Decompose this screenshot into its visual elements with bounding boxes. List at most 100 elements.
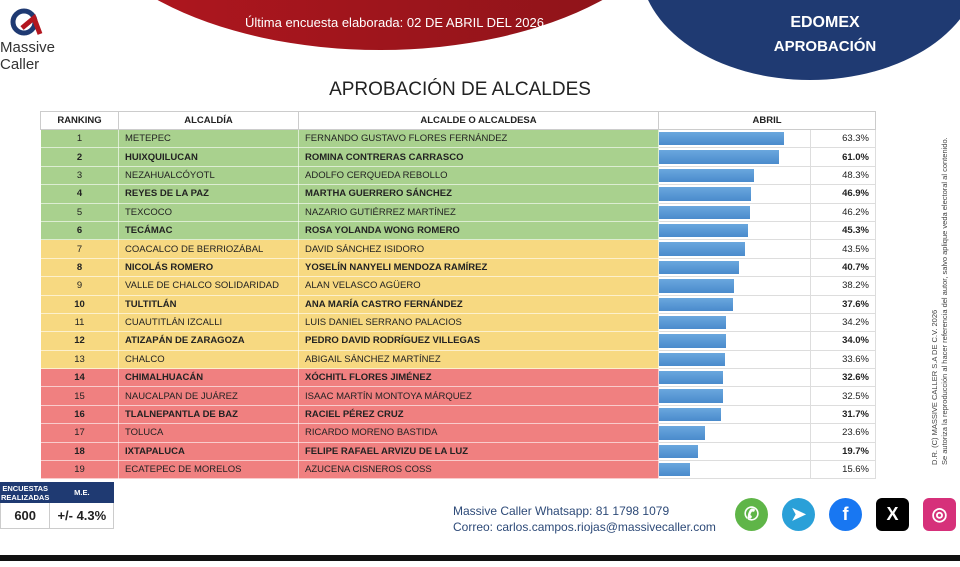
table-row: 13 CHALCO ABIGAIL SÁNCHEZ MARTÍNEZ 33.6% [40, 349, 876, 370]
table-row: 16 TLALNEPANTLA DE BAZ RACIEL PÉREZ CRUZ… [40, 404, 876, 425]
approval-bar [659, 463, 690, 477]
approval-label: 38.2% [810, 276, 876, 296]
mayor-cell: ADOLFO CERQUEDA REBOLLO [298, 165, 659, 186]
municipality-cell: TEXCOCO [118, 202, 299, 222]
bar-cell [658, 165, 811, 186]
table-row: 10 TULTITLÁN ANA MARÍA CASTRO FERNÁNDEZ … [40, 294, 876, 314]
logo-text-2: Caller [0, 56, 40, 73]
approval-label: 63.3% [810, 128, 876, 149]
approval-bar [659, 444, 698, 459]
table-row: 17 TOLUCA RICARDO MORENO BASTIDA 23.6% [40, 423, 876, 443]
mayor-cell: ROMINA CONTRERAS CARRASCO [298, 147, 659, 167]
bar-cell [658, 404, 811, 425]
bar-cell [658, 202, 811, 222]
copyright-line: D.R. (C) MASSIVE CALLER S.A DE C.V. 2026 [930, 309, 939, 465]
bar-cell [658, 128, 811, 149]
approval-bar [659, 150, 780, 164]
approval-label: 15.6% [810, 460, 876, 480]
bar-cell [658, 276, 811, 296]
survey-date: Última encuesta elaborada: 02 DE ABRIL D… [245, 15, 544, 30]
x-icon[interactable]: X [876, 498, 909, 531]
rank-cell: 5 [40, 202, 119, 222]
telegram-icon[interactable]: ➤ [782, 498, 815, 531]
municipality-cell: COACALCO DE BERRIOZÁBAL [118, 239, 299, 259]
municipality-cell: HUIXQUILUCAN [118, 147, 299, 167]
whatsapp-contact: Massive Caller Whatsapp: 81 1798 1079 [453, 504, 670, 518]
municipality-cell: IXTAPALUCA [118, 441, 299, 462]
approval-bar [659, 279, 735, 293]
bar-cell [658, 239, 811, 259]
table-row: 7 COACALCO DE BERRIOZÁBAL DAVID SÁNCHEZ … [40, 239, 876, 259]
approval-label: 23.6% [810, 423, 876, 443]
mayor-cell: DAVID SÁNCHEZ ISIDORO [298, 239, 659, 259]
facebook-icon[interactable]: f [829, 498, 862, 531]
rank-cell: 4 [40, 184, 119, 204]
approval-bar [659, 205, 750, 219]
table-row: 14 CHIMALHUACÁN XÓCHITL FLORES JIMÉNEZ 3… [40, 368, 876, 388]
approval-bar [659, 223, 749, 238]
rank-cell: 17 [40, 423, 119, 443]
mayor-cell: ANA MARÍA CASTRO FERNÁNDEZ [298, 294, 659, 314]
logo-text-1: Massive [0, 39, 56, 56]
municipality-cell: ATIZAPÁN DE ZARAGOZA [118, 331, 299, 351]
municipality-cell: TECÁMAC [118, 220, 299, 241]
instagram-icon[interactable]: ◎ [923, 498, 956, 531]
mayor-cell: PEDRO DAVID RODRÍGUEZ VILLEGAS [298, 331, 659, 351]
table-row: 3 NEZAHUALCÓYOTL ADOLFO CERQUEDA REBOLLO… [40, 165, 876, 186]
bar-cell [658, 294, 811, 314]
rank-cell: 2 [40, 147, 119, 167]
approval-label: 34.0% [810, 331, 876, 351]
mayor-cell: NAZARIO GUTIÉRREZ MARTÍNEZ [298, 202, 659, 222]
approval-bar [659, 297, 734, 311]
mayor-cell: FELIPE RAFAEL ARVIZU DE LA LUZ [298, 441, 659, 462]
table-row: 12 ATIZAPÁN DE ZARAGOZA PEDRO DAVID RODR… [40, 331, 876, 351]
approval-label: 34.2% [810, 312, 876, 333]
bar-cell [658, 312, 811, 333]
approval-label: 32.6% [810, 368, 876, 388]
approval-label: 48.3% [810, 165, 876, 186]
mayor-cell: ABIGAIL SÁNCHEZ MARTÍNEZ [298, 349, 659, 370]
rank-cell: 18 [40, 441, 119, 462]
bottom-rule [0, 555, 960, 561]
table-row: 18 IXTAPALUCA FELIPE RAFAEL ARVIZU DE LA… [40, 441, 876, 462]
approval-label: 43.5% [810, 239, 876, 259]
approval-bar [659, 242, 745, 256]
approval-bar [659, 426, 706, 440]
rank-cell: 11 [40, 312, 119, 333]
approval-label: 37.6% [810, 294, 876, 314]
table-row: 11 CUAUTITLÁN IZCALLI LUIS DANIEL SERRAN… [40, 312, 876, 333]
bar-cell [658, 331, 811, 351]
approval-label: 40.7% [810, 257, 876, 278]
municipality-cell: CUAUTITLÁN IZCALLI [118, 312, 299, 333]
contact-info: Massive Caller Whatsapp: 81 1798 1079 Co… [453, 503, 716, 535]
rank-cell: 9 [40, 276, 119, 296]
bar-cell [658, 184, 811, 204]
col-abril: ABRIL [658, 111, 876, 130]
mayor-cell: ISAAC MARTÍN MONTOYA MÁRQUEZ [298, 386, 659, 406]
rank-cell: 6 [40, 220, 119, 241]
municipality-cell: CHIMALHUACÁN [118, 368, 299, 388]
mayor-cell: AZUCENA CISNEROS COSS [298, 460, 659, 480]
approval-bar [659, 371, 724, 385]
rank-cell: 14 [40, 368, 119, 388]
municipality-cell: TULTITLÁN [118, 294, 299, 314]
approval-bar [659, 260, 740, 275]
table-row: 4 REYES DE LA PAZ MARTHA GUERRERO SÁNCHE… [40, 184, 876, 204]
table-row: 15 NAUCALPAN DE JUÁREZ ISAAC MARTÍN MONT… [40, 386, 876, 406]
mayor-cell: XÓCHITL FLORES JIMÉNEZ [298, 368, 659, 388]
bar-cell [658, 460, 811, 480]
approval-bar [659, 132, 784, 146]
municipality-cell: TLALNEPANTLA DE BAZ [118, 404, 299, 425]
rank-cell: 10 [40, 294, 119, 314]
municipality-cell: TOLUCA [118, 423, 299, 443]
email-contact: Correo: carlos.campos.riojas@massivecall… [453, 520, 716, 534]
approval-label: 61.0% [810, 147, 876, 167]
whatsapp-icon[interactable]: ✆ [735, 498, 768, 531]
logo-icon [10, 8, 43, 36]
bar-cell [658, 441, 811, 462]
municipality-cell: REYES DE LA PAZ [118, 184, 299, 204]
social-icons: ✆ ➤ f X ◎ [735, 498, 956, 531]
mayor-cell: ROSA YOLANDA WONG ROMERO [298, 220, 659, 241]
table-row: 9 VALLE DE CHALCO SOLIDARIDAD ALAN VELAS… [40, 276, 876, 296]
mayor-cell: RICARDO MORENO BASTIDA [298, 423, 659, 443]
